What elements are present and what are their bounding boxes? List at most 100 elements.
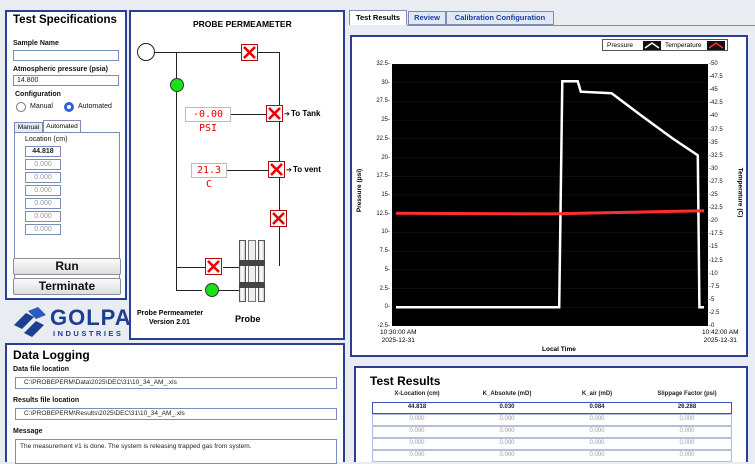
pipe — [219, 290, 241, 291]
pipe — [226, 170, 279, 171]
valve-closed-icon-probe-top[interactable] — [270, 210, 287, 227]
series-line-pressure — [396, 79, 704, 309]
terminate-button[interactable]: Terminate — [13, 278, 121, 295]
table-cell: 0.000 — [589, 452, 605, 458]
table-cell: 0.000 — [679, 440, 695, 446]
chart-legend: Pressure Temperature — [602, 39, 728, 51]
valve-closed-icon-tank[interactable] — [266, 105, 283, 122]
table-cell: 0.084 — [589, 404, 605, 410]
y2-tick-label: -30 — [709, 165, 718, 172]
tab-calibration-configuration[interactable]: Calibration Configuration — [446, 11, 554, 25]
y-tick-label: 32.5- — [376, 61, 390, 67]
data-logging-title: Data Logging — [13, 348, 90, 362]
y2-axis-label: Temperature (C) — [736, 167, 744, 218]
to-vent-label: To vent — [293, 165, 321, 174]
table-row — [372, 402, 732, 414]
diagram-title: PROBE PERMEAMETER — [193, 19, 292, 29]
sample-name-input[interactable] — [13, 50, 119, 61]
table-cell: 0.000 — [409, 428, 425, 434]
plot-svg — [392, 63, 708, 327]
y2-tick-label: -45 — [709, 87, 718, 94]
version-line-1: Probe Permeameter — [137, 310, 204, 317]
location-label: Location (cm) — [25, 136, 68, 143]
table-row — [372, 426, 732, 438]
results-file-label: Results file location — [13, 397, 80, 404]
y2-tick-label: -25 — [709, 192, 718, 198]
y-tick-label: 17.5- — [376, 173, 390, 180]
y2-tick-label: -40 — [709, 113, 718, 120]
automated-radio-label: Automated — [78, 103, 112, 110]
plot-area — [392, 63, 708, 327]
run-button[interactable]: Run — [13, 258, 121, 275]
y2-tick-label: -10 — [709, 270, 718, 277]
table-cell: 26.288 — [677, 404, 697, 410]
table-row — [372, 414, 732, 426]
probe-label: Probe — [235, 314, 261, 324]
pressure-display: -0.00 PSI — [185, 107, 231, 134]
tab-review[interactable]: Review — [408, 11, 446, 25]
probe-diagram-panel: PROBE PERMEAMETER -0.00 PSI To Tank ➔ 21… — [129, 10, 345, 340]
results-file-input[interactable]: C:\PROBEPERM\Results\2025\DEC\31\10_34_A… — [15, 408, 337, 420]
atm-pressure-input[interactable]: 14.800 — [13, 75, 119, 86]
table-cell: 0.000 — [499, 416, 515, 422]
tab-test-results[interactable]: Test Results — [349, 10, 407, 25]
table-cell: 44.818 — [407, 404, 427, 410]
location-cell-6[interactable]: 0.000 — [25, 211, 61, 222]
table-cell: 0.000 — [409, 416, 425, 422]
test-specs-title: Test Specifications — [13, 14, 117, 26]
chart-panel: Pressure Temperature Pressure (psi) Temp… — [350, 35, 748, 357]
y-tick-label: 12.5- — [376, 210, 390, 217]
pipe — [223, 267, 243, 268]
location-cell-7[interactable]: 0.000 — [25, 224, 61, 235]
x-axis-label: Local Time — [542, 346, 576, 353]
test-specs-panel: Test Specifications Sample Name Atmosphe… — [5, 10, 127, 300]
pipe — [258, 52, 280, 53]
manual-radio[interactable] — [16, 102, 26, 112]
pipe — [153, 52, 247, 53]
y-tick-label: 30- — [381, 79, 390, 86]
legend-temperature-swatch — [707, 41, 725, 50]
y-tick-label: 20- — [381, 154, 390, 161]
data-file-input[interactable]: C:\PROBEPERM\Data\2025\DEC\31\10_34_AM_.… — [15, 377, 337, 389]
y-axis-label: Pressure (psi) — [356, 168, 364, 213]
y-tick-label: 25- — [381, 117, 390, 124]
valve-closed-icon-vent[interactable] — [268, 161, 285, 178]
automated-radio[interactable] — [64, 102, 74, 112]
valve-open-indicator-2 — [205, 283, 219, 297]
y2-tick-label: -0 — [709, 323, 715, 329]
location-cell-5[interactable]: 0.000 — [25, 198, 61, 209]
golpa-logo: GOLPA INDUSTRIES — [12, 305, 132, 341]
y-tick-label: 15- — [381, 192, 390, 198]
legend-pressure-swatch — [643, 41, 661, 50]
location-cell-3[interactable]: 0.000 — [25, 172, 61, 183]
y-tick-label: 22.5- — [376, 135, 390, 142]
y2-tick-label: -50 — [709, 61, 718, 67]
valve-closed-icon-left[interactable] — [205, 258, 222, 275]
message-label: Message — [13, 428, 43, 435]
y2-tick-label: -47.5 — [709, 74, 723, 81]
tab-automated[interactable]: Automated — [43, 120, 81, 133]
y-tick-label: 10- — [381, 229, 390, 236]
pipe — [279, 52, 280, 266]
legend-temperature-label: Temperature — [665, 42, 702, 49]
to-tank-label: To Tank — [291, 109, 321, 118]
manual-radio-label: Manual — [30, 103, 53, 110]
pipe — [176, 290, 202, 291]
location-cell-1[interactable]: 44.818 — [25, 146, 61, 157]
results-header-cell: Slippage Factor (psi) — [657, 391, 717, 397]
table-cell: 0.000 — [589, 440, 605, 446]
logo-text-golpa: GOLPA — [50, 305, 132, 330]
location-cell-2[interactable]: 0.000 — [25, 159, 61, 170]
results-header-cell: K_air (mD) — [581, 391, 613, 397]
results-header-cell: K_Absolute (mD) — [482, 391, 532, 397]
location-cell-4[interactable]: 0.000 — [25, 185, 61, 196]
configuration-label: Configuration — [15, 91, 61, 98]
x-tick-start: 10:30:00 AM 2025-12-31 — [380, 329, 417, 344]
x-tick-end: 10:42:00 AM 2025-12-31 — [702, 329, 739, 344]
y-tick-label: 2.5- — [379, 285, 390, 292]
arrow-right-icon: ➔ — [284, 111, 290, 118]
valve-closed-icon-top[interactable] — [241, 44, 258, 61]
probe-body — [239, 240, 265, 302]
version-line-2: Version 2.01 — [149, 319, 190, 326]
pipe — [176, 267, 208, 268]
